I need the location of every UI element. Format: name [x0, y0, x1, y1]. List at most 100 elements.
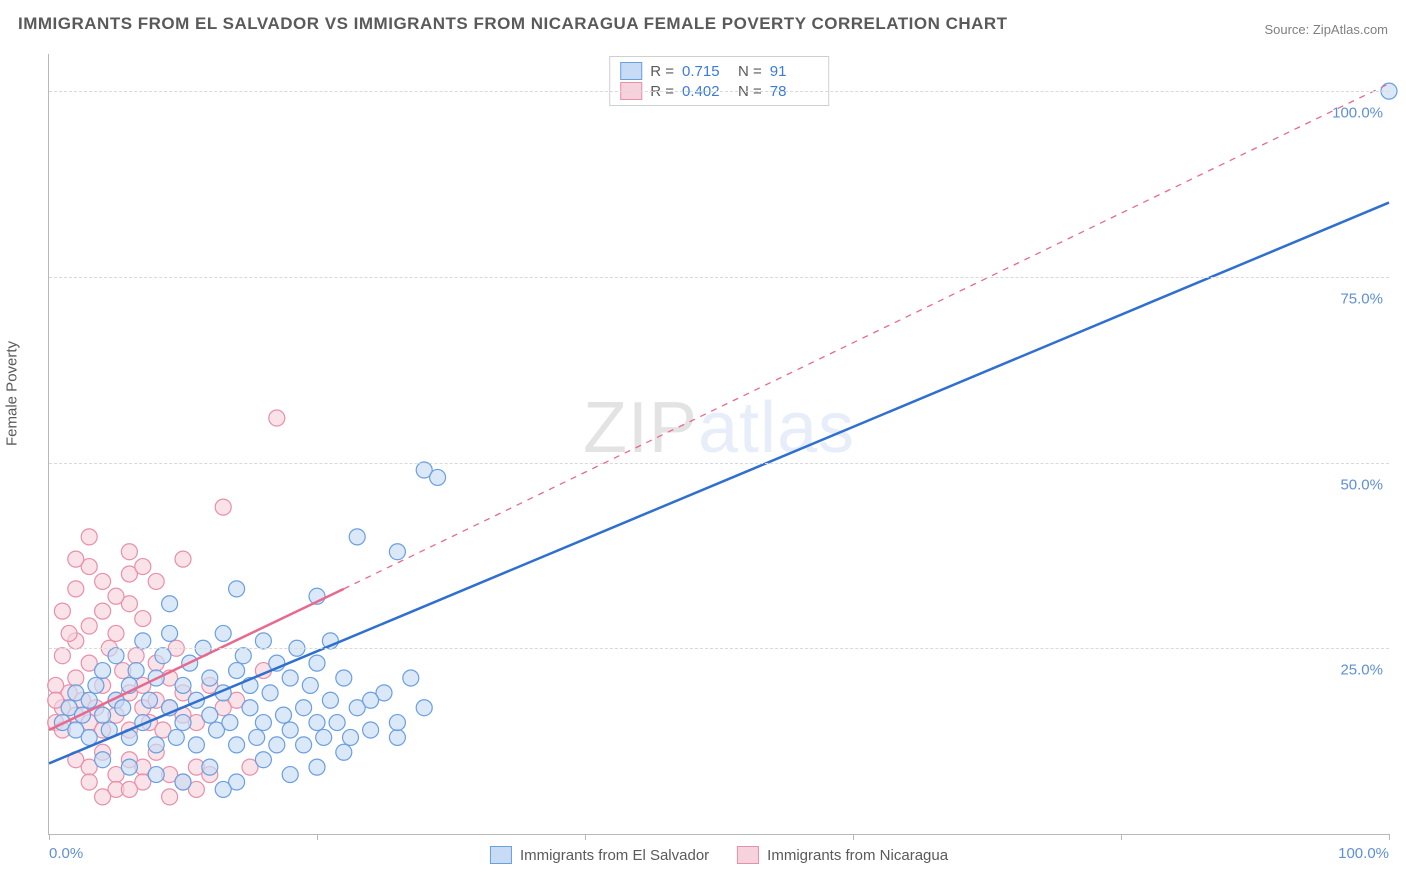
stat-label-r: R = [650, 63, 674, 80]
stat-n-el-salvador: 91 [770, 63, 818, 80]
data-point [215, 625, 231, 641]
data-point [276, 707, 292, 723]
x-tick [317, 834, 318, 840]
legend-label-el-salvador: Immigrants from El Salvador [520, 847, 709, 864]
stat-r-el-salvador: 0.715 [682, 63, 730, 80]
data-point [349, 529, 365, 545]
y-tick-label: 75.0% [1340, 290, 1383, 307]
data-point [81, 774, 97, 790]
data-point [222, 715, 238, 731]
stats-legend: R = 0.715 N = 91 R = 0.402 N = 78 [609, 56, 829, 106]
data-point [282, 670, 298, 686]
data-point [95, 707, 111, 723]
gridline [49, 648, 1389, 649]
y-tick-label: 25.0% [1340, 662, 1383, 679]
data-point [389, 729, 405, 745]
data-point [269, 737, 285, 753]
swatch-el-salvador-2 [490, 846, 512, 864]
data-point [302, 677, 318, 693]
data-point [309, 655, 325, 671]
data-point [54, 648, 70, 664]
data-point [309, 759, 325, 775]
data-point [329, 715, 345, 731]
data-point [148, 737, 164, 753]
y-axis-label: Female Poverty [4, 341, 21, 446]
data-point [229, 663, 245, 679]
x-tick [1121, 834, 1122, 840]
data-point [175, 677, 191, 693]
gridline [49, 91, 1389, 92]
data-point [202, 670, 218, 686]
data-point [336, 744, 352, 760]
data-point [430, 469, 446, 485]
data-point [81, 692, 97, 708]
data-point [68, 551, 84, 567]
data-point [296, 700, 312, 716]
bottom-legend: Immigrants from El Salvador Immigrants f… [490, 846, 948, 864]
stat-label-n: N = [738, 63, 762, 80]
data-point [88, 677, 104, 693]
data-point [175, 774, 191, 790]
data-point [162, 625, 178, 641]
x-tick [853, 834, 854, 840]
data-point [121, 759, 137, 775]
data-point [128, 648, 144, 664]
data-point [416, 700, 432, 716]
data-point [95, 752, 111, 768]
trend-line [49, 203, 1389, 764]
data-point [108, 648, 124, 664]
data-point [336, 670, 352, 686]
data-point [148, 767, 164, 783]
data-point [68, 581, 84, 597]
data-point [54, 603, 70, 619]
data-point [108, 625, 124, 641]
data-point [363, 692, 379, 708]
stats-row-el-salvador: R = 0.715 N = 91 [620, 61, 818, 81]
data-point [115, 700, 131, 716]
data-point [135, 559, 151, 575]
data-point [162, 596, 178, 612]
data-point [322, 692, 338, 708]
data-point [262, 685, 278, 701]
data-point [389, 715, 405, 731]
data-point [269, 410, 285, 426]
data-point [242, 700, 258, 716]
x-tick-label: 100.0% [1338, 845, 1389, 862]
data-point [142, 692, 158, 708]
x-tick-label: 0.0% [49, 845, 83, 862]
data-point [95, 663, 111, 679]
data-point [121, 544, 137, 560]
data-point [282, 722, 298, 738]
data-point [229, 581, 245, 597]
data-point [202, 707, 218, 723]
data-point [255, 633, 271, 649]
data-point [188, 737, 204, 753]
data-point [282, 767, 298, 783]
chart-root: IMMIGRANTS FROM EL SALVADOR VS IMMIGRANT… [0, 0, 1406, 892]
data-point [255, 752, 271, 768]
trend-line [344, 84, 1389, 589]
data-point [168, 729, 184, 745]
data-point [95, 789, 111, 805]
legend-label-nicaragua: Immigrants from Nicaragua [767, 847, 948, 864]
data-point [175, 715, 191, 731]
data-point [95, 603, 111, 619]
x-tick [49, 834, 50, 840]
data-point [155, 648, 171, 664]
y-tick-label: 50.0% [1340, 476, 1383, 493]
legend-item-el-salvador: Immigrants from El Salvador [490, 846, 709, 864]
data-point [215, 499, 231, 515]
legend-item-nicaragua: Immigrants from Nicaragua [737, 846, 948, 864]
data-point [363, 722, 379, 738]
source-attribution: Source: ZipAtlas.com [1264, 22, 1388, 37]
data-point [343, 729, 359, 745]
plot-area: ZIPatlas R = 0.715 N = 91 R = 0.402 N = … [48, 54, 1389, 835]
data-point [229, 737, 245, 753]
swatch-nicaragua-2 [737, 846, 759, 864]
data-point [162, 789, 178, 805]
swatch-el-salvador [620, 62, 642, 80]
data-point [128, 663, 144, 679]
gridline [49, 277, 1389, 278]
data-point [403, 670, 419, 686]
data-point [61, 625, 77, 641]
